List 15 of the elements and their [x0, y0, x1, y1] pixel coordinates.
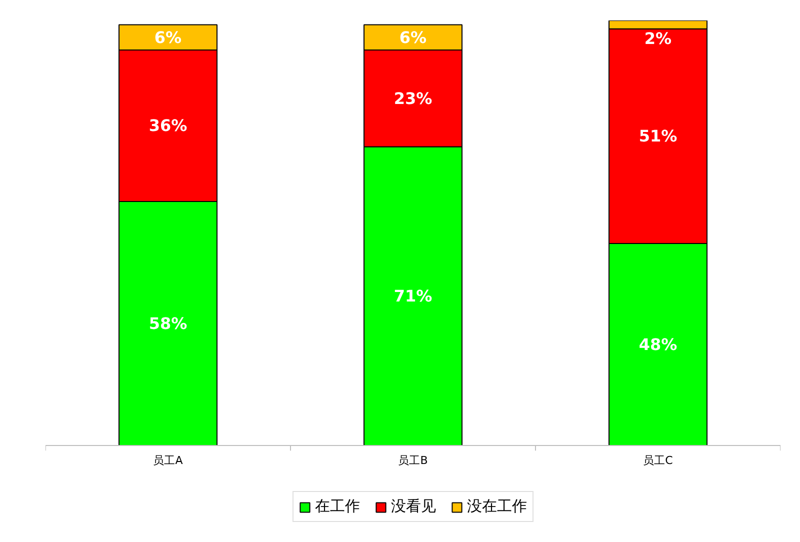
legend-label: 没在工作 — [467, 497, 527, 516]
data-label: 23% — [394, 88, 432, 108]
legend-label: 没看见 — [391, 497, 436, 516]
data-label: 51% — [638, 126, 678, 146]
data-label: 2% — [644, 28, 672, 48]
data-label: 48% — [638, 335, 678, 354]
data-label: 6% — [154, 28, 182, 47]
data-label: 6% — [399, 28, 427, 47]
x-tick-label: 员工A — [153, 454, 184, 467]
data-label: 36% — [148, 116, 188, 136]
x-tick-label: 员工B — [398, 454, 428, 467]
x-tick-label: 员工C — [643, 454, 674, 467]
data-label: 58% — [148, 314, 188, 333]
legend-label: 在工作 — [315, 497, 360, 516]
data-label: 71% — [394, 286, 432, 306]
